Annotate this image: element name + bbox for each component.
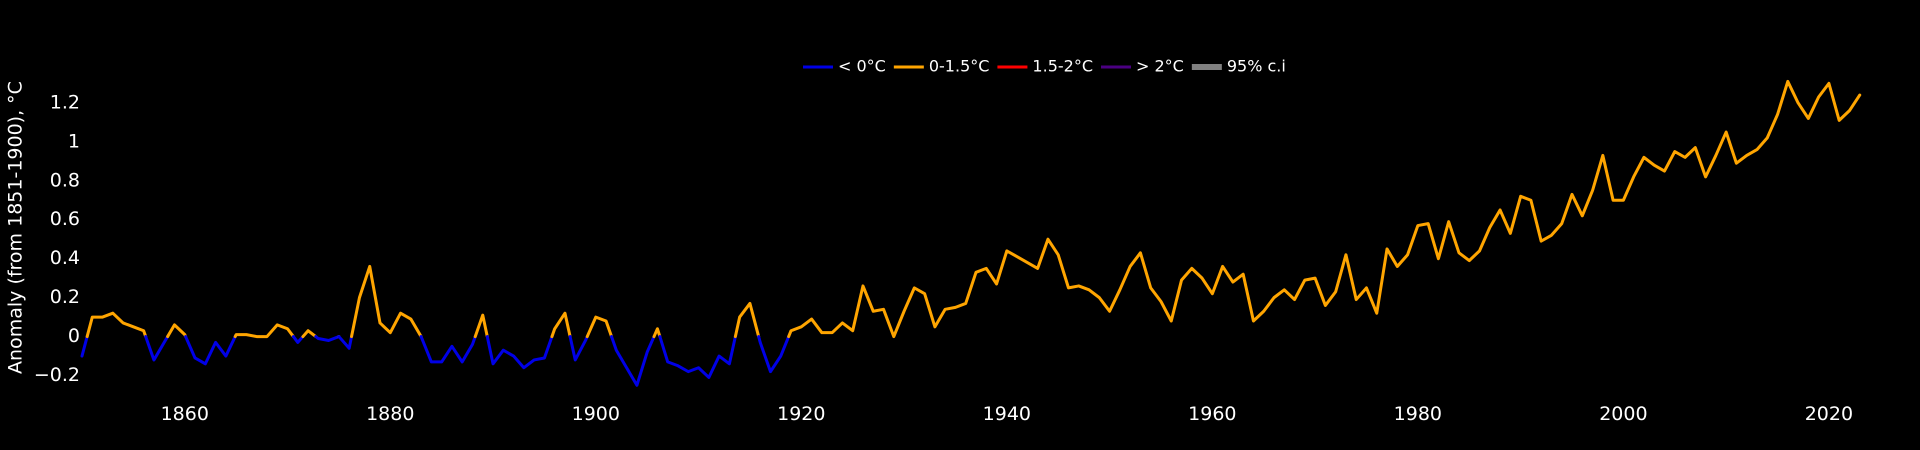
series-line-segment xyxy=(233,323,295,339)
y-tick-label: 0.2 xyxy=(50,286,80,308)
series-line-segment xyxy=(314,335,341,342)
y-tick-label: −0.2 xyxy=(34,364,80,386)
series-line-segment xyxy=(652,327,662,339)
x-tick-label: 1980 xyxy=(1394,403,1442,425)
series-line-segment xyxy=(291,335,305,344)
series-line-segment xyxy=(658,335,737,379)
series-line-segment xyxy=(337,335,354,350)
series-line-segment xyxy=(585,315,614,339)
legend-label: 0-1.5°C xyxy=(929,57,990,76)
series-line-segment xyxy=(787,79,1862,339)
series-line-segment xyxy=(419,335,477,364)
anomaly-series xyxy=(80,79,1862,387)
series-line-segment xyxy=(610,335,656,387)
x-tick-label: 1960 xyxy=(1188,403,1236,425)
y-tick-label: 1.2 xyxy=(50,91,80,113)
series-line-segment xyxy=(568,335,589,362)
series-line-segment xyxy=(85,311,148,339)
series-line-segment xyxy=(301,329,318,339)
series-line-segment xyxy=(144,335,170,362)
y-axis-ticks: −0.2 0 0.2 0.4 0.6 0.8 1 1.2 xyxy=(34,91,80,386)
x-tick-label: 2000 xyxy=(1599,403,1647,425)
series-line-segment xyxy=(550,311,572,339)
x-axis-ticks: 1860 1880 1900 1920 1940 1960 1980 2000 2020 xyxy=(161,403,1853,425)
x-tick-label: 1900 xyxy=(572,403,620,425)
series-line-segment xyxy=(757,335,791,374)
y-axis-title: Anomaly (from 1851-1900), °C xyxy=(5,81,27,374)
x-tick-label: 1940 xyxy=(983,403,1031,425)
legend-label: 95% c.i xyxy=(1227,57,1286,76)
y-tick-label: 1 xyxy=(68,130,80,152)
y-axis-title-group: Anomaly (from 1851-1900), °C xyxy=(5,81,27,374)
series-line-segment xyxy=(80,335,89,358)
x-tick-label: 1880 xyxy=(366,403,414,425)
series-line-segment xyxy=(350,264,423,339)
legend[interactable]: < 0°C 0-1.5°C 1.5-2°C > 2°C 95% c.i xyxy=(803,57,1286,76)
y-tick-label: 0.8 xyxy=(50,169,80,191)
legend-label: 1.5-2°C xyxy=(1032,57,1093,76)
series-line-segment xyxy=(184,335,237,366)
x-tick-label: 1920 xyxy=(777,403,825,425)
legend-label: < 0°C xyxy=(838,57,886,76)
x-tick-label: 1860 xyxy=(161,403,209,425)
series-line-segment xyxy=(733,301,761,339)
series-line-segment xyxy=(166,323,188,339)
y-tick-label: 0.6 xyxy=(50,208,80,230)
series-line-segment xyxy=(473,313,489,339)
y-tick-label: 0.4 xyxy=(50,247,80,269)
y-tick-label: 0 xyxy=(68,325,80,347)
series-line-segment xyxy=(485,335,554,370)
legend-label: > 2°C xyxy=(1136,57,1184,76)
x-tick-label: 2020 xyxy=(1805,403,1853,425)
